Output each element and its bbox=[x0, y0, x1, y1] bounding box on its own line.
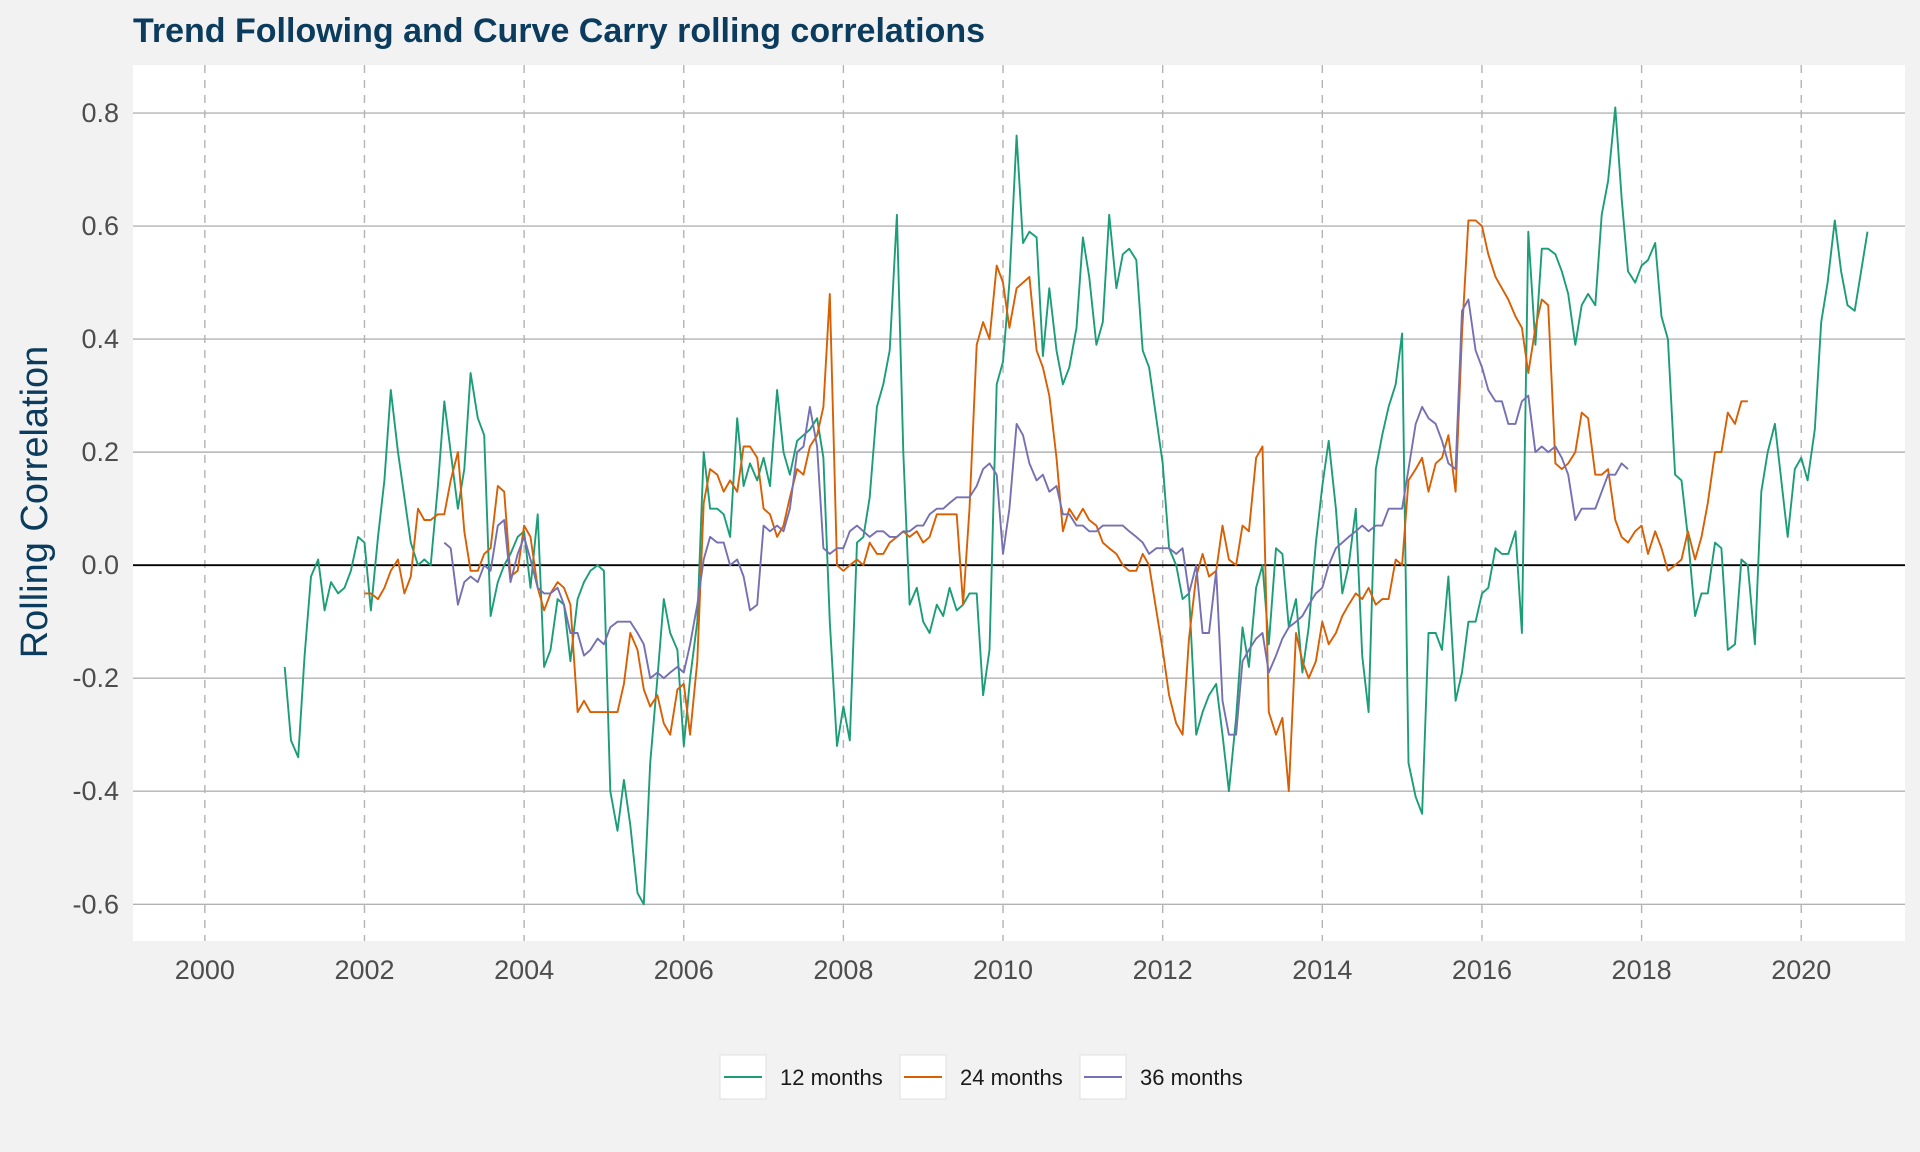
series-line-24-months bbox=[364, 219, 1748, 793]
y-axis-label: Rolling Correlation bbox=[14, 346, 56, 659]
y-tick-label: -0.4 bbox=[72, 776, 119, 806]
y-tick-label: -0.2 bbox=[72, 663, 119, 693]
x-tick-label: 2012 bbox=[1133, 955, 1193, 985]
chart-title: Trend Following and Curve Carry rolling … bbox=[133, 12, 985, 50]
y-tick-label: 0.8 bbox=[81, 98, 119, 128]
x-tick-label: 2020 bbox=[1771, 955, 1831, 985]
x-tick-label: 2004 bbox=[494, 955, 554, 985]
x-tick-label: 2018 bbox=[1612, 955, 1672, 985]
x-tick-label: 2014 bbox=[1292, 955, 1352, 985]
x-tick-label: 2000 bbox=[175, 955, 235, 985]
grid-layer bbox=[133, 65, 1905, 941]
plot-panel bbox=[133, 65, 1905, 941]
y-tick-label: -0.6 bbox=[72, 889, 119, 919]
legend-label: 24 months bbox=[960, 1065, 1063, 1090]
y-tick-label: 0.2 bbox=[81, 437, 119, 467]
series-line-36-months bbox=[443, 298, 1629, 736]
x-tick-label: 2010 bbox=[973, 955, 1033, 985]
x-tick-label: 2016 bbox=[1452, 955, 1512, 985]
y-tick-label: 0.0 bbox=[81, 550, 119, 580]
y-tick-label: 0.4 bbox=[81, 324, 119, 354]
legend-label: 12 months bbox=[780, 1065, 883, 1090]
legend-label: 36 months bbox=[1140, 1065, 1243, 1090]
x-tick-label: 2006 bbox=[654, 955, 714, 985]
series-layer bbox=[283, 106, 1869, 906]
series-line-12-months bbox=[283, 106, 1869, 906]
x-tick-label: 2002 bbox=[334, 955, 394, 985]
y-tick-label: 0.6 bbox=[81, 211, 119, 241]
x-tick-label: 2008 bbox=[813, 955, 873, 985]
tick-layer: 0.8 0.6 0.4 0.2 0.0 -0.2 -0.4 -0.6 2000 2002 2004 2… bbox=[72, 98, 1831, 985]
legend: 12 months 24 months 36 months bbox=[719, 1054, 1243, 1100]
